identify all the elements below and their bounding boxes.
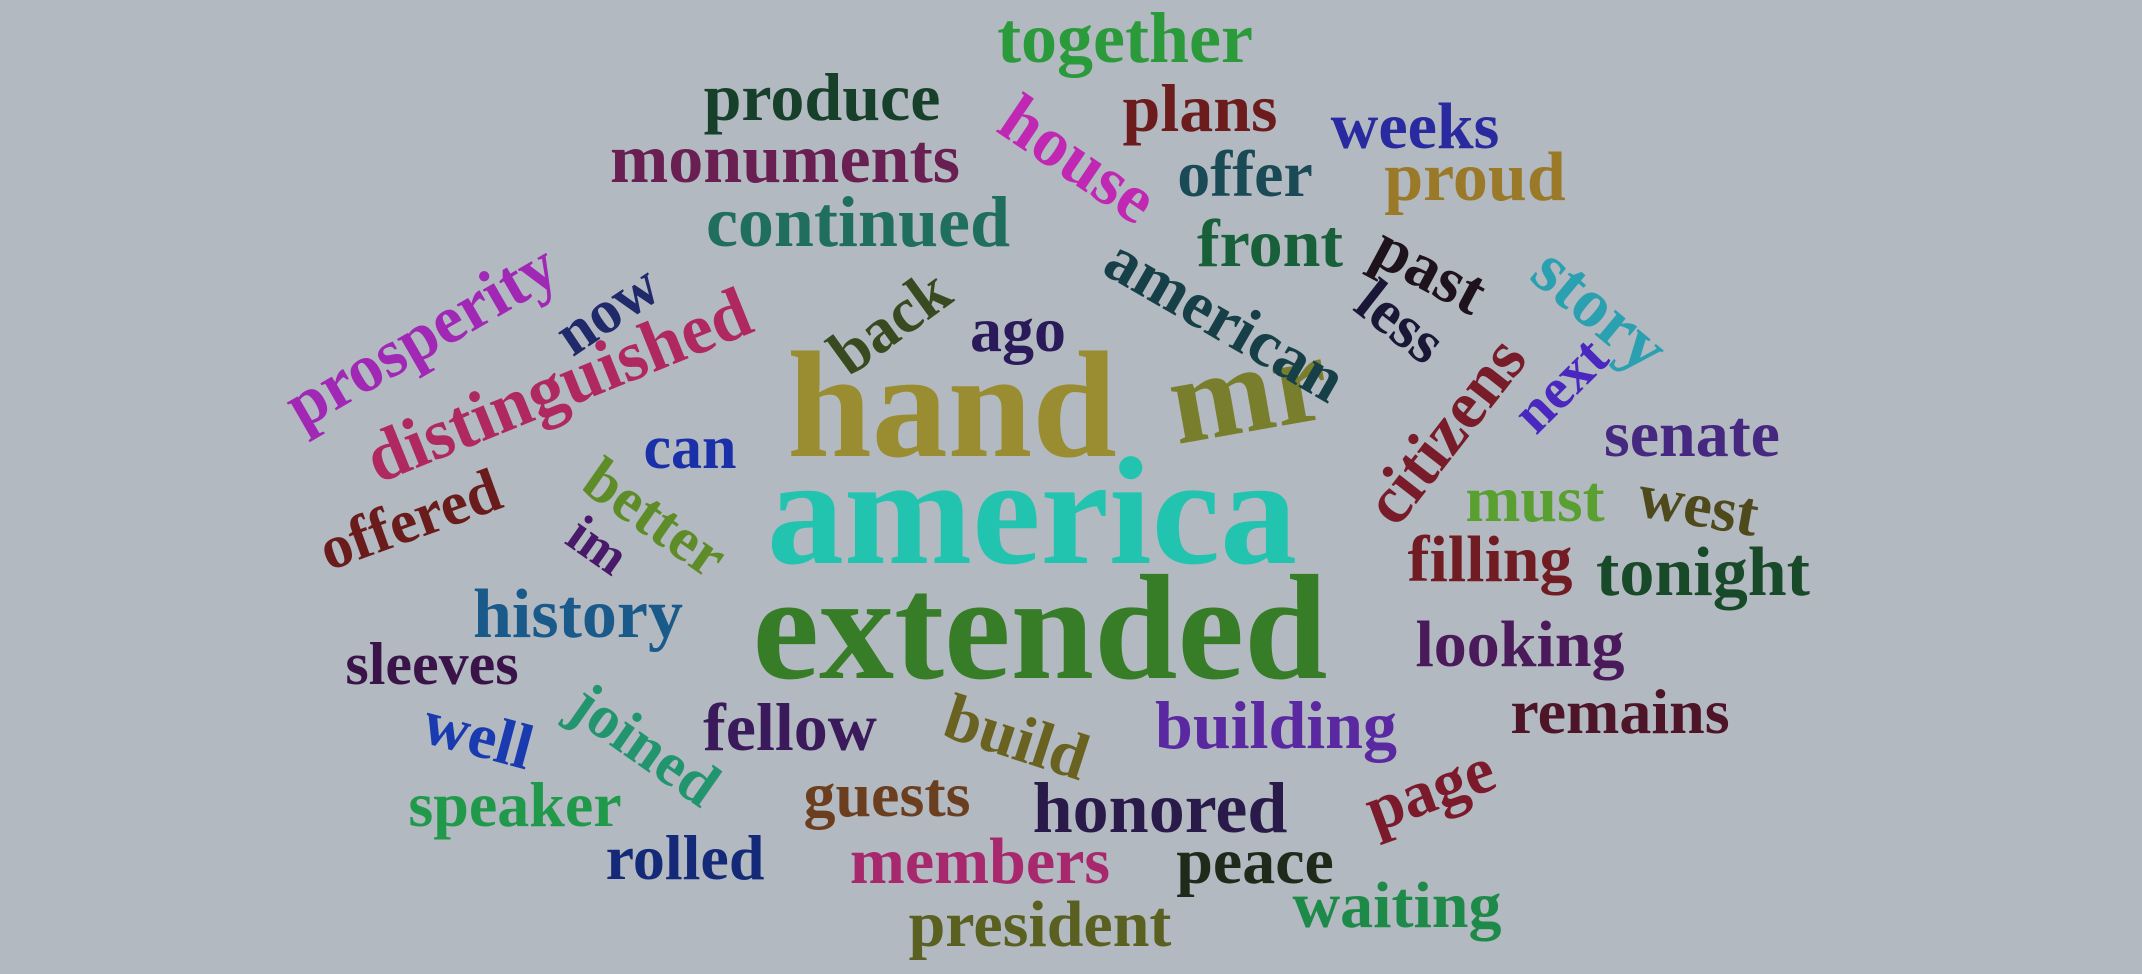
word-history: history	[473, 576, 683, 653]
word-speaker: speaker	[408, 769, 622, 840]
word-filling: filling	[1407, 523, 1573, 596]
word-continued: continued	[705, 182, 1011, 262]
word-plans: plans	[1122, 70, 1278, 146]
word-america: america	[766, 427, 1298, 597]
word-guests: guests	[803, 759, 971, 830]
word-waiting: waiting	[1292, 869, 1502, 942]
word-honored: honored	[1032, 768, 1288, 848]
word-can: can	[643, 414, 737, 482]
word-weeks: weeks	[1330, 90, 1500, 163]
word-together: together	[997, 0, 1253, 78]
word-fellow: fellow	[703, 689, 877, 765]
word-front: front	[1196, 205, 1344, 281]
word-must: must	[1465, 463, 1605, 536]
word-senate: senate	[1604, 398, 1780, 471]
word-hand: hand	[787, 321, 1117, 489]
word-ago: ago	[970, 294, 1066, 365]
word-monuments: monuments	[609, 121, 961, 198]
word-proud: proud	[1384, 139, 1566, 216]
word-remains: remains	[1510, 676, 1730, 747]
word-sleeves: sleeves	[345, 631, 519, 697]
word-president: president	[908, 888, 1172, 961]
word-peace: peace	[1176, 825, 1334, 898]
word-well: well	[415, 685, 541, 784]
word-extended: extended	[752, 545, 1328, 711]
word-offer: offer	[1177, 138, 1313, 211]
word-rolled: rolled	[605, 822, 765, 893]
word-members: members	[849, 825, 1111, 898]
word-building: building	[1155, 687, 1397, 763]
word-looking: looking	[1415, 608, 1625, 681]
word-tonight: tonight	[1596, 534, 1810, 611]
word-produce: produce	[703, 59, 941, 135]
